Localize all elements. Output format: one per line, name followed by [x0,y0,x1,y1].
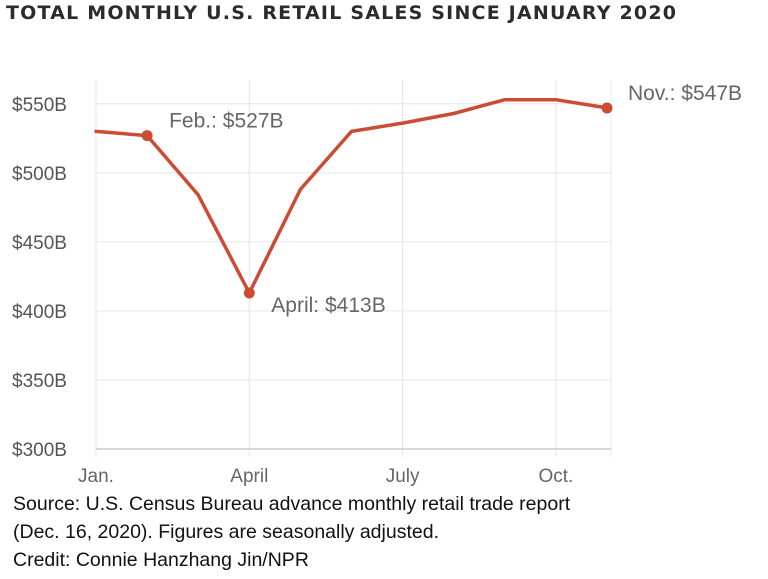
line-chart: $300B $350B $400B $450B $500B $550B Jan. April J… [12,80,742,487]
source-note-line-1: Source: U.S. Census Bureau advance month… [13,493,571,515]
chart-footer: Source: U.S. Census Bureau advance month… [13,490,763,574]
data-point-marker [243,287,255,299]
data-point-annotation: Feb.: $527B [169,110,283,133]
credit-note: Credit: Connie Hanzhang Jin/NPR [13,549,309,571]
data-point-annotation: April: $413B [271,294,385,317]
data-point-marker [601,102,613,114]
grid-layer [95,80,612,457]
y-tick-label: $400B [12,302,67,323]
series-layer [94,97,609,295]
y-tick-label: $300B [12,440,67,461]
x-tick-label: April [230,466,268,487]
chart-title: TOTAL MONTHLY U.S. RETAIL SALES SINCE JA… [6,2,678,24]
x-tick-label: Jan. [78,466,114,487]
y-tick-label: $350B [12,371,67,392]
x-tick-label: July [386,466,420,487]
series-line [94,97,609,295]
marker-layer [141,102,613,299]
data-point-annotation: Nov.: $547B [628,82,742,105]
label-layer: $300B $350B $400B $450B $500B $550B Jan. April J… [12,82,742,487]
x-tick-label: Oct. [538,466,573,487]
y-tick-label: $550B [12,95,67,116]
y-tick-label: $500B [12,164,67,185]
source-note-line-2: (Dec. 16, 2020). Figures are seasonally … [13,521,439,543]
data-point-marker [141,130,153,142]
y-tick-label: $450B [12,233,67,254]
